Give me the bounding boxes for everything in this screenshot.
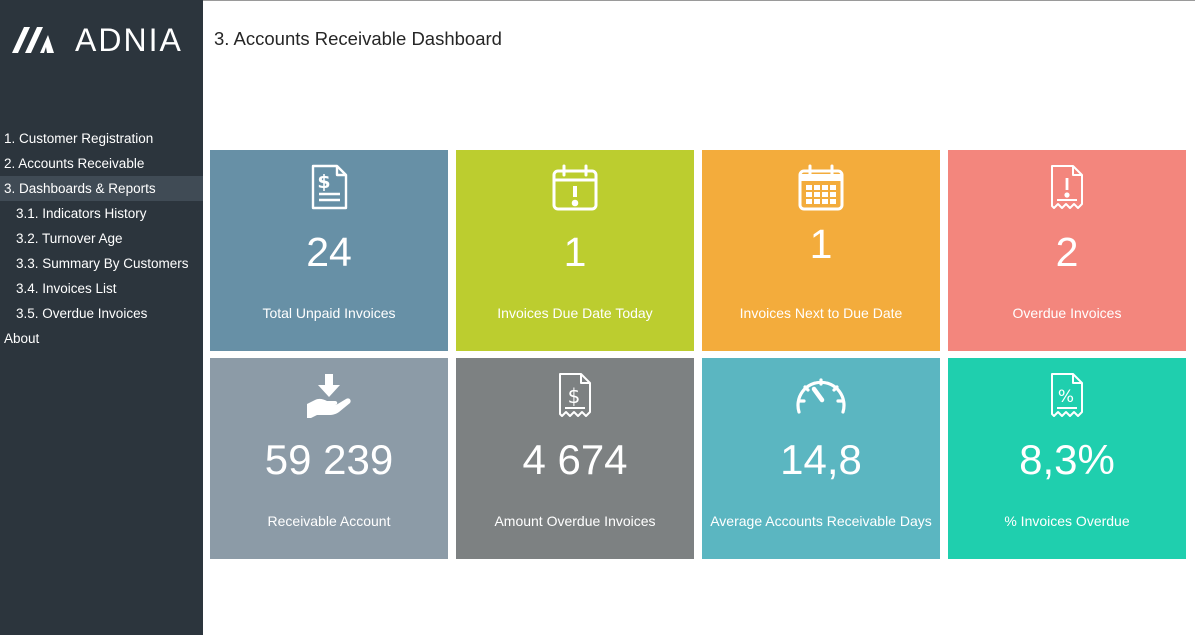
hand-receive-icon bbox=[307, 374, 351, 418]
tile-invoices-due-today: 1 Invoices Due Date Today bbox=[456, 150, 694, 351]
sidebar-item-indicators-history[interactable]: 3.1. Indicators History bbox=[16, 206, 147, 221]
receipt-percent-icon: % bbox=[1051, 373, 1083, 417]
tile-label: Average Accounts Receivable Days bbox=[710, 513, 932, 529]
tile-average-receivable-days: 14,8 Average Accounts Receivable Days bbox=[702, 358, 940, 559]
tile-invoices-next-due: 1 Invoices Next to Due Date bbox=[702, 150, 940, 351]
tile-value: 8,3% bbox=[1019, 436, 1115, 483]
tile-overdue-invoices: 2 Overdue Invoices bbox=[948, 150, 1186, 351]
adnia-logo-icon bbox=[12, 27, 54, 53]
tile-value: 14,8 bbox=[780, 436, 862, 483]
svg-text:$: $ bbox=[568, 384, 581, 408]
tile-label: Overdue Invoices bbox=[1012, 305, 1122, 321]
tile-label: Invoices Next to Due Date bbox=[739, 305, 903, 321]
page-title: 3. Accounts Receivable Dashboard bbox=[214, 28, 502, 49]
tile-value: 1 bbox=[809, 221, 833, 267]
tile-value: 1 bbox=[563, 229, 587, 275]
sidebar-item-about[interactable]: About bbox=[4, 331, 40, 346]
tile-value: 4 674 bbox=[522, 436, 628, 483]
tile-label: Receivable Account bbox=[267, 513, 391, 529]
tile-value: 59 239 bbox=[264, 436, 394, 483]
sidebar-nav: 1. Customer Registration 2. Accounts Rec… bbox=[0, 126, 203, 351]
logo-text: ADNIA bbox=[75, 22, 183, 58]
tile-label: Amount Overdue Invoices bbox=[494, 513, 656, 529]
tile-total-unpaid-invoices: $ 24 Total Unpaid Invoices bbox=[210, 150, 448, 351]
svg-text:$: $ bbox=[317, 171, 330, 193]
tile-amount-overdue-invoices: $ 4 674 Amount Overdue Invoices bbox=[456, 358, 694, 559]
sidebar-item-summary-by-customers[interactable]: 3.3. Summary By Customers bbox=[16, 256, 189, 271]
tile-label: Invoices Due Date Today bbox=[497, 305, 653, 321]
calendar-alert-icon bbox=[552, 164, 598, 211]
tile-label: % Invoices Overdue bbox=[1004, 513, 1130, 529]
sidebar-item-dashboards-reports[interactable]: 3. Dashboards & Reports bbox=[0, 176, 203, 201]
receipt-alert-icon bbox=[1051, 165, 1083, 209]
logo[interactable]: ADNIA bbox=[10, 24, 183, 56]
sidebar-item-overdue-invoices[interactable]: 3.5. Overdue Invoices bbox=[16, 306, 148, 321]
sidebar-item-accounts-receivable[interactable]: 2. Accounts Receivable bbox=[4, 156, 145, 171]
calendar-icon bbox=[798, 164, 844, 211]
tile-receivable-account: 59 239 Receivable Account bbox=[210, 358, 448, 559]
svg-text:%: % bbox=[1058, 387, 1074, 407]
top-border bbox=[0, 0, 1195, 1]
speedometer-icon bbox=[796, 378, 846, 414]
tile-percent-invoices-overdue: % 8,3% % Invoices Overdue bbox=[948, 358, 1186, 559]
tile-value: 2 bbox=[1055, 229, 1079, 275]
sidebar-item-customer-registration[interactable]: 1. Customer Registration bbox=[4, 131, 154, 146]
sidebar-item-invoices-list[interactable]: 3.4. Invoices List bbox=[16, 281, 117, 296]
receipt-dollar-icon: $ bbox=[559, 373, 591, 417]
tile-label: Total Unpaid Invoices bbox=[262, 305, 396, 321]
tile-value: 24 bbox=[306, 229, 352, 275]
sidebar: ADNIA 1. Customer Registration 2. Accoun… bbox=[0, 0, 203, 635]
invoice-dollar-icon: $ bbox=[311, 164, 348, 210]
sidebar-item-turnover-age[interactable]: 3.2. Turnover Age bbox=[16, 231, 123, 246]
